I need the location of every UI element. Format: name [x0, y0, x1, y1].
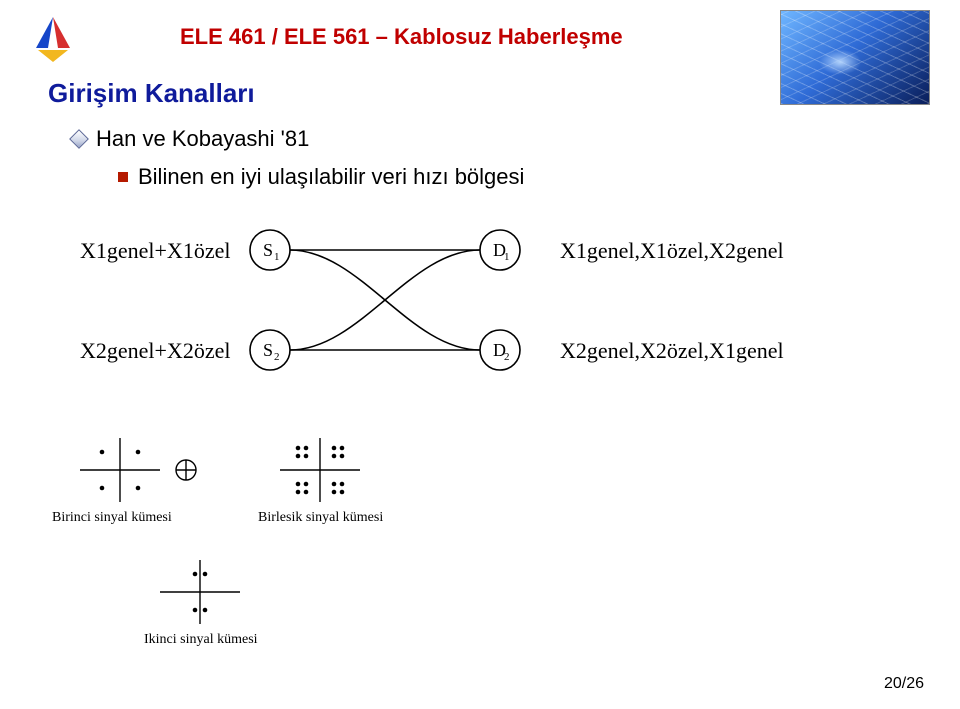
diamond-bullet-icon — [69, 129, 89, 149]
svg-text:S: S — [263, 340, 273, 360]
constellation-2-label: Ikinci sinyal kümesi — [144, 632, 258, 648]
constellation-combined-label: Birlesik sinyal kümesi — [258, 510, 383, 526]
page-current: 20 — [884, 675, 902, 692]
s2-input-label: X2genel+X2özel — [80, 338, 230, 364]
section-title: Girişim Kanalları — [48, 78, 255, 109]
constellation-1-label: Birinci sinyal kümesi — [52, 510, 172, 526]
decorative-globe-image — [780, 10, 930, 105]
logo-icon — [28, 14, 78, 64]
page-total: /26 — [902, 675, 924, 692]
course-title: ELE 461 / ELE 561 – Kablosuz Haberleşme — [180, 24, 623, 50]
constellation-1: Birinci sinyal kümesi — [70, 430, 200, 535]
svg-text:S: S — [263, 240, 273, 260]
interference-channel-diagram: S1D1S2D2 — [240, 220, 540, 390]
svg-text:1: 1 — [274, 251, 280, 263]
d1-output-label: X1genel,X1özel,X2genel — [560, 238, 784, 264]
bullet-item: Han ve Kobayashi '81 — [72, 126, 309, 152]
svg-text:2: 2 — [274, 351, 280, 363]
page-number: 20/26 — [884, 675, 924, 693]
constellation-combined: Birlesik sinyal kümesi — [270, 430, 380, 535]
s1-input-label: X1genel+X1özel — [80, 238, 230, 264]
svg-text:1: 1 — [504, 251, 510, 263]
square-bullet-icon — [118, 172, 128, 182]
sub-bullet-item: Bilinen en iyi ulaşılabilir veri hızı bö… — [118, 164, 524, 190]
sub-bullet-text: Bilinen en iyi ulaşılabilir veri hızı bö… — [138, 164, 524, 190]
constellation-2: Ikinci sinyal kümesi — [150, 552, 260, 657]
bullet-text: Han ve Kobayashi '81 — [96, 126, 309, 152]
svg-text:2: 2 — [504, 351, 510, 363]
d2-output-label: X2genel,X2özel,X1genel — [560, 338, 784, 364]
